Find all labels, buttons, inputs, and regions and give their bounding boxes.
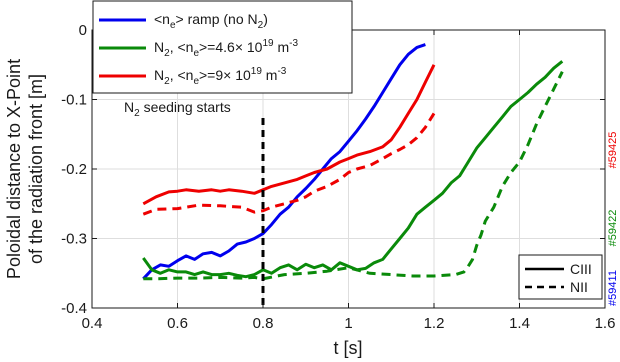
shot-labels: #59425 #59422 #59411 xyxy=(607,132,619,306)
y-tick-label: 0 xyxy=(79,22,87,39)
x-tick-label: 0.8 xyxy=(253,315,274,332)
y-axis-label-line2: of the radiation front [m] xyxy=(26,74,46,264)
x-tick-label: 1.6 xyxy=(595,315,616,332)
x-tick-label: 1.4 xyxy=(509,315,530,332)
legend: <ne> ramp (no N2) N2, <ne>=4.6× 1019 m-3… xyxy=(92,0,353,94)
shot-label-59425: #59425 xyxy=(607,132,619,169)
series-line-2 xyxy=(143,71,564,281)
legend-label-green: N2, <ne>=4.6× 1019 m-3 xyxy=(154,38,298,59)
x-tick-label: 0.6 xyxy=(167,315,188,332)
shot-label-59422: #59422 xyxy=(607,210,619,247)
legend-label-red: N2, <ne>=9× 1019 m-3 xyxy=(154,66,287,87)
x-tick-label: 1 xyxy=(344,315,352,332)
x-tick-label: 0.4 xyxy=(82,315,103,332)
series-line-0 xyxy=(142,43,426,280)
series-line-4 xyxy=(142,112,436,216)
x-tick-label: 1.2 xyxy=(424,315,445,332)
y-tick-label: -0.2 xyxy=(61,161,87,178)
legend-label-blue: <ne> ramp (no N2) xyxy=(154,11,268,31)
y-tick-label: -0.3 xyxy=(61,231,87,248)
seeding-annotation: N2 seeding starts xyxy=(124,99,231,119)
style-legend-box xyxy=(518,254,603,300)
y-axis-label-line1: Poloidal distance to X-Point xyxy=(4,59,24,279)
x-axis-label: t [s] xyxy=(333,338,362,358)
series-line-3 xyxy=(142,64,436,206)
style-label-ciii: CIII xyxy=(570,261,592,277)
y-tick-label: -0.1 xyxy=(61,92,87,109)
shot-label-59411: #59411 xyxy=(607,270,619,306)
style-label-nii: NII xyxy=(570,279,588,295)
tick-labels: 0.4 0.6 0.8 1 1.2 1.4 1.6 -0.4 -0.3 -0.2 -0.1 0 xyxy=(61,22,615,332)
y-tick-label: -0.4 xyxy=(61,300,87,317)
style-legend: CIII NII xyxy=(518,254,603,300)
series-layer xyxy=(142,43,564,281)
